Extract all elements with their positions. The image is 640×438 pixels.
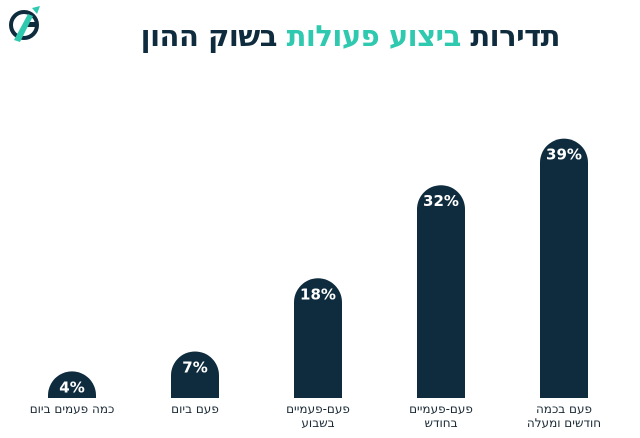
title-accent: ביצוע פעולות [286, 19, 462, 53]
category-label: כמה פעמים ביום [30, 402, 115, 416]
bar-value-label: 7% [182, 358, 207, 376]
title-part-1: תדירות [470, 19, 560, 53]
bar-5 [48, 371, 96, 398]
bar-value-label: 39% [546, 146, 582, 164]
bar-value-label: 32% [423, 192, 459, 210]
category-label: בחודש [424, 416, 457, 430]
category-label: בשבוע [301, 416, 334, 430]
category-label: פעם-פעמיים [286, 402, 350, 416]
bar-value-label: 4% [59, 378, 84, 396]
category-label: פעם ביום [171, 402, 219, 416]
title-part-2: בשוק ההון [140, 19, 278, 53]
category-label: פעם בכמה [536, 402, 592, 416]
brand-logo-icon [9, 6, 40, 42]
page-title: תדירות ביצוע פעולות בשוק ההון [70, 14, 561, 58]
bar-2 [417, 185, 465, 398]
category-label: חודשים ומעלה [527, 416, 601, 430]
category-label: פעם-פעמיים [409, 402, 473, 416]
bar-3 [294, 278, 342, 398]
bar-4 [171, 351, 219, 398]
bar-value-label: 18% [300, 285, 336, 303]
bar-1 [540, 138, 588, 398]
